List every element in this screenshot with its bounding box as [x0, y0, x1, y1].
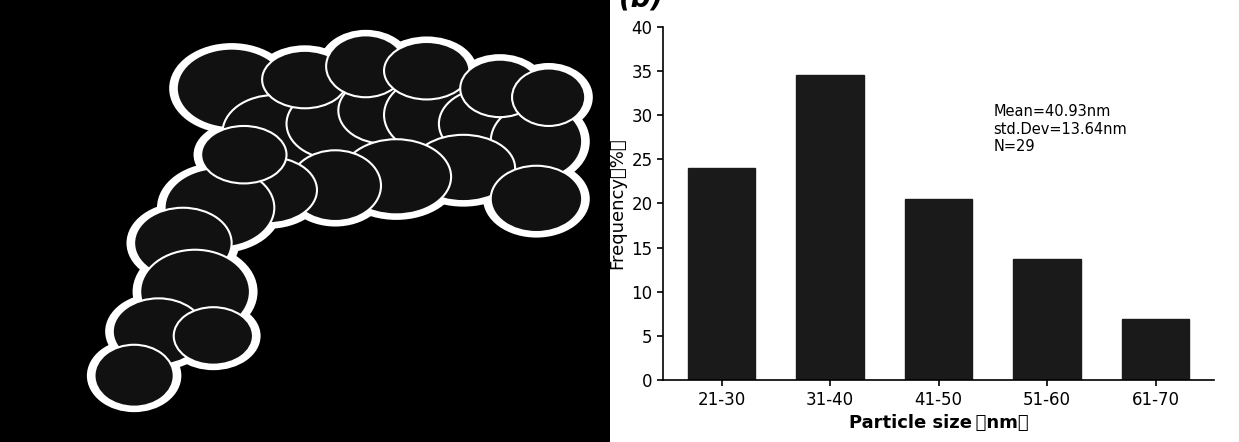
- Ellipse shape: [279, 83, 392, 164]
- Bar: [1121, 319, 1189, 380]
- Ellipse shape: [126, 202, 239, 284]
- Ellipse shape: [166, 301, 260, 370]
- Ellipse shape: [219, 157, 317, 223]
- Ellipse shape: [87, 339, 181, 412]
- Ellipse shape: [460, 60, 539, 117]
- Ellipse shape: [165, 168, 274, 248]
- Ellipse shape: [263, 51, 347, 108]
- Ellipse shape: [377, 69, 502, 160]
- Ellipse shape: [439, 88, 536, 159]
- Ellipse shape: [338, 77, 430, 144]
- Ellipse shape: [404, 129, 523, 206]
- Ellipse shape: [411, 135, 515, 201]
- Ellipse shape: [170, 43, 294, 133]
- Ellipse shape: [105, 293, 212, 370]
- Ellipse shape: [491, 166, 582, 232]
- Ellipse shape: [333, 133, 458, 220]
- Bar: [904, 199, 973, 380]
- Ellipse shape: [286, 88, 384, 159]
- Ellipse shape: [342, 139, 451, 214]
- Bar: [688, 168, 756, 380]
- Ellipse shape: [384, 75, 494, 155]
- Ellipse shape: [157, 162, 282, 253]
- Ellipse shape: [193, 120, 294, 189]
- Ellipse shape: [282, 145, 389, 227]
- Ellipse shape: [318, 30, 413, 103]
- Ellipse shape: [290, 150, 380, 221]
- Text: Mean=40.93nm
std.Dev=13.64nm
N=29: Mean=40.93nm std.Dev=13.64nm N=29: [994, 104, 1127, 154]
- Ellipse shape: [331, 72, 437, 149]
- Ellipse shape: [483, 99, 590, 184]
- Ellipse shape: [431, 83, 544, 164]
- Ellipse shape: [201, 126, 286, 183]
- Y-axis label: Frequency（%）: Frequency（%）: [608, 137, 626, 269]
- Ellipse shape: [326, 35, 405, 97]
- Ellipse shape: [491, 104, 582, 179]
- Ellipse shape: [483, 160, 590, 237]
- Ellipse shape: [504, 63, 592, 132]
- Ellipse shape: [177, 49, 286, 128]
- Ellipse shape: [254, 45, 356, 114]
- Ellipse shape: [94, 345, 173, 407]
- Bar: [797, 75, 864, 380]
- X-axis label: Particle size （nm）: Particle size （nm）: [849, 414, 1028, 432]
- Ellipse shape: [173, 307, 253, 365]
- Ellipse shape: [133, 244, 258, 339]
- Ellipse shape: [223, 95, 326, 170]
- Ellipse shape: [377, 37, 477, 105]
- Ellipse shape: [512, 69, 585, 126]
- Ellipse shape: [140, 250, 250, 334]
- Ellipse shape: [134, 208, 232, 278]
- Ellipse shape: [214, 89, 333, 176]
- Text: (b): (b): [618, 0, 664, 12]
- Bar: [1014, 259, 1080, 380]
- Ellipse shape: [113, 298, 204, 365]
- Ellipse shape: [452, 54, 548, 122]
- Ellipse shape: [384, 42, 470, 99]
- Ellipse shape: [212, 151, 325, 229]
